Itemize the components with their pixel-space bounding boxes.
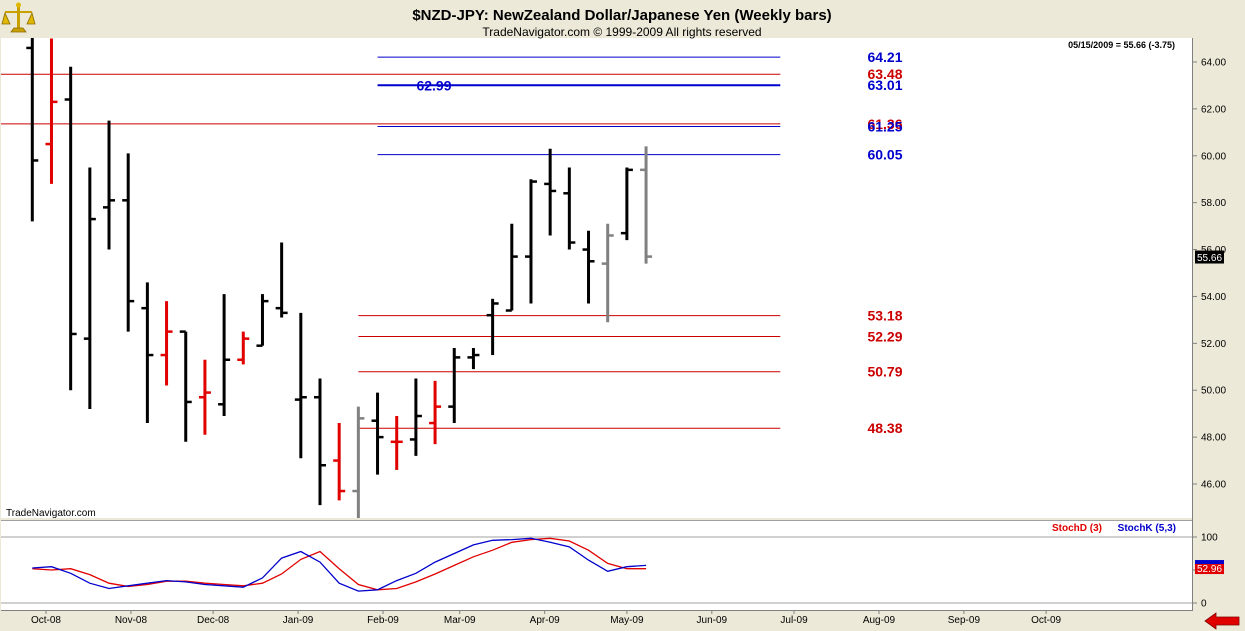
ohlc-bar (237, 331, 250, 365)
date-tick-label: Jun-09 (697, 615, 728, 626)
ohlc-bar (524, 179, 537, 304)
price-tick-label: 50.00 (1201, 386, 1226, 397)
ohlc-bar (198, 359, 211, 435)
ohlc-bar (83, 167, 96, 409)
last-price-label: 55.66 (1197, 253, 1222, 264)
price-axis: 64.0062.0060.0058.0056.0054.0052.0050.00… (1193, 58, 1226, 491)
date-tick-label: Jul-09 (780, 615, 808, 626)
date-tick-label: Dec-08 (197, 615, 230, 626)
stoch-d-box (1195, 564, 1224, 575)
level-label: 63.48 (867, 66, 902, 82)
price-tick-label: 54.00 (1201, 292, 1226, 303)
ohlc-bar (218, 294, 231, 417)
level-label: 64.21 (867, 49, 902, 65)
price-panel (1, 38, 1192, 518)
price-tick-label: 64.00 (1201, 58, 1226, 69)
date-tick-label: Oct-08 (31, 615, 61, 626)
ohlc-bar (544, 148, 557, 236)
date-tick-label: Jan-09 (283, 615, 314, 626)
date-tick-label: Nov-08 (115, 615, 148, 626)
level-label: 60.05 (867, 147, 902, 163)
ohlc-bar (352, 406, 365, 518)
copyright-text: TradeNavigator.com © 1999-2009 All right… (482, 25, 761, 39)
ohlc-bar (64, 66, 77, 391)
ohlc-bar (582, 230, 595, 304)
ohlc-bar (294, 312, 307, 459)
ohlc-bar (467, 348, 480, 370)
ohlc-bar (448, 348, 461, 424)
stoch-last-label: 52.96 (1197, 564, 1222, 575)
level-label: 63.01 (867, 77, 902, 93)
stoch-k-marker (1195, 560, 1224, 565)
ohlc-bar (640, 146, 653, 264)
level-label: 61.25 (867, 118, 902, 134)
stochd-legend: StochD (3) (1052, 523, 1102, 534)
date-tick-label: Aug-09 (863, 615, 896, 626)
level-label: 50.79 (867, 364, 902, 380)
ohlc-bar (429, 380, 442, 445)
ohlc-bar (122, 153, 135, 332)
ohlc-bar (620, 167, 633, 241)
ohlc-bar (409, 378, 422, 456)
last-price-box (1195, 250, 1224, 264)
ohlc-bar (505, 223, 518, 312)
price-tick-label: 58.00 (1201, 198, 1226, 209)
scales-of-justice-icon (1, 2, 36, 33)
price-tick-label: 46.00 (1201, 480, 1226, 491)
date-axis: Oct-08 Nov-08 Dec-08 Jan-09 Feb-09 Mar-09 Apr-… (31, 610, 1062, 626)
price-tick-label: 52.00 (1201, 339, 1226, 350)
price-tick-label: 62.00 (1201, 104, 1226, 115)
ohlc-bar (333, 423, 346, 501)
ohlc-bar (486, 298, 499, 356)
price-tick-label: 48.00 (1201, 433, 1226, 444)
level-label: 61.36 (867, 116, 902, 132)
stochastic-indicator: 10050052.96 (1, 533, 1224, 610)
ohlc-bar (26, 38, 39, 222)
date-tick-label: Feb-09 (367, 615, 399, 626)
level-label: 52.29 (867, 329, 902, 345)
level-left-label: 62.99 (416, 78, 451, 94)
date-tick-label: May-09 (610, 615, 644, 626)
ohlc-bar (141, 282, 154, 424)
stochd-line (32, 537, 647, 591)
ohlc-bar (275, 242, 288, 318)
level-label: 48.38 (867, 420, 902, 436)
ohlc-bar (601, 223, 614, 323)
price-tick-label: 60.00 (1201, 151, 1226, 162)
ohlc-bar (103, 120, 116, 250)
status-readout: 05/15/2009 = 55.66 (-3.75) (1068, 40, 1175, 50)
stoch-tick-label: 0 (1201, 599, 1207, 610)
stochk-legend: StochK (5,3) (1118, 523, 1176, 534)
date-axis-line (1, 610, 1193, 611)
chart-title: $NZD-JPY: NewZealand Dollar/Japanese Yen… (412, 7, 831, 24)
ohlc-bar (563, 167, 576, 250)
date-tick-label: Apr-09 (530, 615, 560, 626)
price-bars (26, 38, 653, 518)
ohlc-bar (256, 294, 269, 347)
watermark-text: TradeNavigator.com (6, 508, 96, 519)
stoch-tick-label: 100 (1201, 533, 1218, 544)
ohlc-bar (179, 330, 192, 442)
date-tick-label: Mar-09 (444, 615, 476, 626)
price-axis-line (1192, 38, 1193, 610)
ohlc-bar (390, 416, 403, 470)
date-tick-label: Oct-09 (1031, 615, 1061, 626)
ohlc-bar (160, 301, 173, 386)
ohlc-bar (371, 392, 384, 475)
ohlc-bar (314, 378, 326, 506)
stochk-line (32, 537, 647, 592)
red-left-arrow-icon[interactable] (1204, 612, 1240, 630)
panel-divider (1, 520, 1192, 521)
level-label: 53.18 (867, 308, 902, 324)
date-tick-label: Sep-09 (948, 615, 981, 626)
ohlc-bar (45, 38, 58, 184)
